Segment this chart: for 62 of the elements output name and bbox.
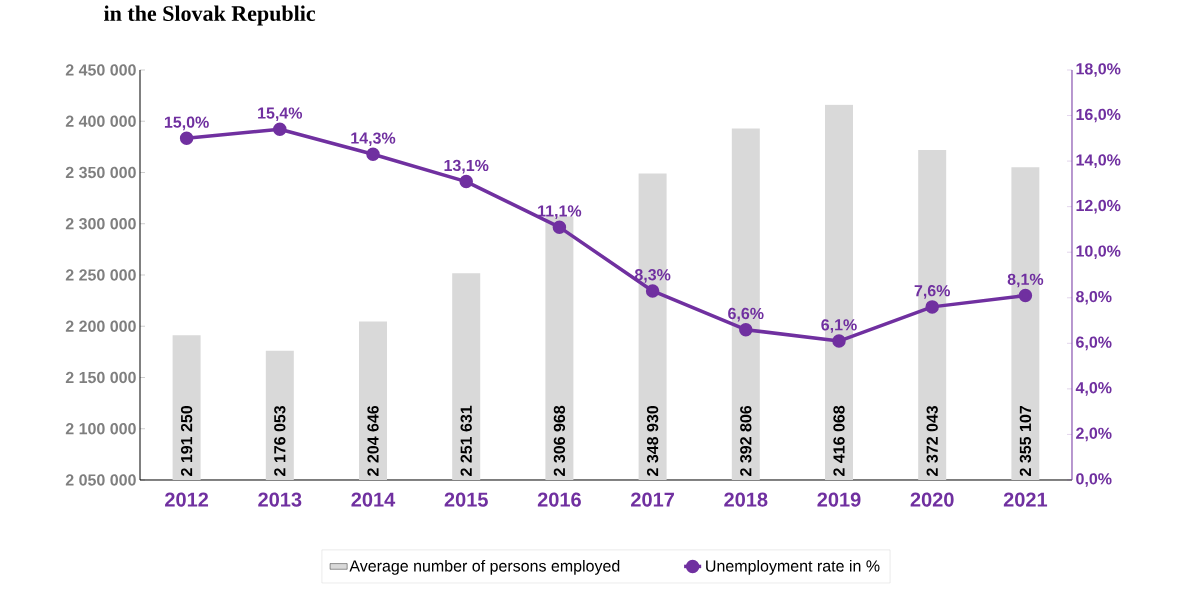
x-tick-label: 2012 — [165, 492, 209, 507]
x-tick-label: 2016 — [537, 492, 581, 507]
y-tick-label: 2 350 000 — [65, 166, 136, 179]
data-label: 2 191 250 — [180, 405, 193, 476]
legend-label: Unemployment rate in % — [706, 559, 880, 575]
data-label: 2 176 053 — [274, 405, 286, 476]
data-label: 6,1% — [821, 319, 857, 333]
data-label: 13,1% — [444, 159, 489, 174]
point — [1018, 288, 1033, 303]
y2-tick-label: 18,0% — [1076, 63, 1121, 77]
point — [832, 334, 846, 348]
point — [459, 174, 473, 189]
data-label: 2 306 968 — [553, 405, 566, 476]
x-tick-label: 2014 — [351, 492, 396, 507]
data-label: 14,3% — [351, 132, 396, 147]
data-label: 2 204 646 — [367, 405, 379, 476]
x-tick-label: 2013 — [258, 492, 302, 507]
x-tick-label: 2015 — [444, 492, 488, 507]
y2-tick-label: 8,0% — [1076, 290, 1112, 305]
point — [925, 300, 939, 314]
y-tick-label: 2 200 000 — [65, 320, 136, 332]
y2-tick-label: 0,0% — [1076, 473, 1112, 487]
data-label: 2 392 806 — [740, 405, 752, 476]
data-label: 15,0% — [164, 116, 209, 131]
y-tick-label: 2 450 000 — [65, 64, 136, 76]
y2-tick-label: 12,0% — [1076, 199, 1121, 214]
data-label: 8,3% — [634, 269, 671, 283]
data-label: 2 372 043 — [926, 405, 938, 476]
data-label: 6,6% — [728, 307, 764, 322]
data-label: 8,1% — [1007, 273, 1044, 288]
x-tick-label: 2018 — [724, 492, 768, 507]
point — [366, 147, 380, 162]
y-tick-label: 2 300 000 — [65, 218, 136, 230]
y-tick-label: 2 250 000 — [65, 269, 136, 281]
data-label: 15,4% — [258, 107, 303, 122]
x-tick-label: 2019 — [817, 492, 861, 507]
data-label: 2 251 631 — [460, 405, 472, 476]
y-tick-label: 2 050 000 — [65, 474, 136, 486]
point — [179, 131, 194, 146]
legend-label: Average number of persons employed — [349, 559, 620, 575]
point — [645, 284, 660, 298]
y-tick-label: 2 400 000 — [65, 115, 136, 127]
data-label: 11,1% — [538, 205, 582, 219]
point — [739, 322, 753, 337]
x-tick-label: 2021 — [1003, 492, 1048, 507]
data-label: 2 348 930 — [646, 405, 659, 476]
y2-tick-label: 10,0% — [1076, 245, 1121, 260]
x-tick-label: 2017 — [631, 492, 674, 507]
y-tick-label: 2 150 000 — [65, 371, 136, 384]
y2-tick-label: 4,0% — [1075, 382, 1112, 396]
data-label: 2 355 107 — [1019, 406, 1032, 476]
x-tick-label: 2020 — [910, 492, 954, 507]
y2-tick-label: 14,0% — [1076, 154, 1121, 168]
y2-tick-label: 6,0% — [1076, 336, 1112, 351]
point — [273, 122, 287, 136]
point — [552, 220, 567, 234]
chart-title: in the Slovak Republic — [104, 5, 316, 26]
y-tick-label: 2 100 000 — [65, 423, 136, 435]
data-label: 7,6% — [914, 285, 951, 299]
y2-tick-label: 16,0% — [1076, 108, 1121, 123]
y2-tick-label: 2,0% — [1076, 427, 1112, 442]
data-label: 2 416 068 — [833, 405, 845, 476]
